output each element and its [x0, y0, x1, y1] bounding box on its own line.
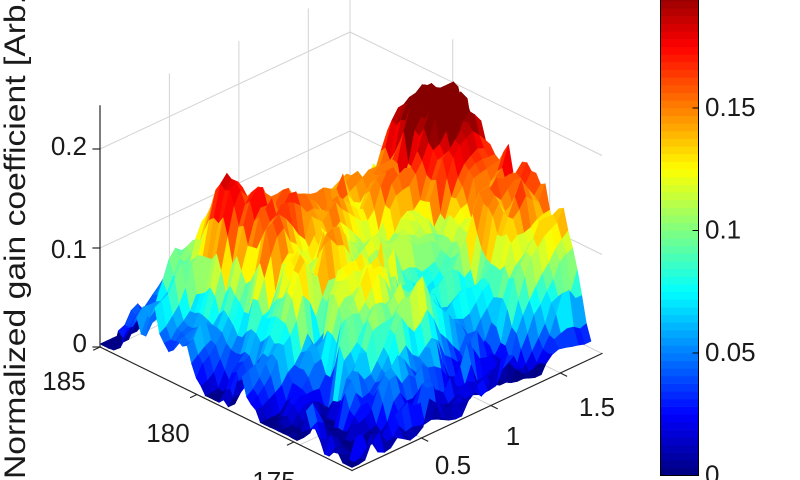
svg-text:1: 1 — [506, 421, 520, 451]
svg-text:0.2: 0.2 — [51, 131, 87, 161]
svg-text:0.05: 0.05 — [705, 337, 756, 367]
svg-text:0: 0 — [705, 460, 719, 480]
svg-text:1.5: 1.5 — [579, 392, 615, 422]
svg-text:0.1: 0.1 — [51, 234, 87, 264]
svg-text:0.1: 0.1 — [705, 215, 741, 245]
svg-text:0.15: 0.15 — [705, 92, 756, 122]
svg-text:180: 180 — [146, 418, 189, 448]
svg-text:175: 175 — [252, 466, 295, 480]
svg-text:Normalized gain coefficient [A: Normalized gain coefficient [Arb. — [0, 0, 32, 479]
svg-text:0.5: 0.5 — [435, 450, 471, 480]
svg-text:0: 0 — [73, 328, 87, 358]
svg-text:185: 185 — [42, 366, 85, 396]
